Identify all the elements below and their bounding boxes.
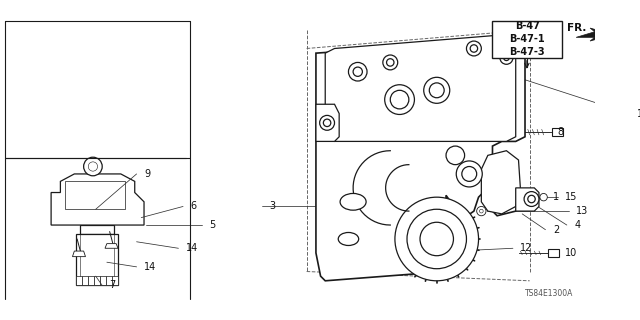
Text: 9: 9	[144, 169, 150, 179]
Text: 15: 15	[565, 192, 577, 202]
Circle shape	[540, 194, 547, 201]
Bar	[94, 276, 100, 285]
Text: 7: 7	[109, 280, 116, 291]
Circle shape	[528, 195, 535, 203]
Circle shape	[479, 209, 483, 213]
Circle shape	[420, 222, 454, 256]
Bar	[106, 276, 111, 285]
Polygon shape	[325, 35, 516, 141]
Circle shape	[319, 116, 335, 130]
Text: TS84E1300A: TS84E1300A	[525, 289, 573, 298]
Text: 2: 2	[553, 225, 559, 235]
Ellipse shape	[340, 194, 366, 210]
Polygon shape	[481, 151, 520, 214]
Text: 11: 11	[637, 108, 640, 118]
Circle shape	[390, 90, 409, 109]
Bar	[65, 181, 125, 209]
Text: 4: 4	[574, 220, 580, 230]
Polygon shape	[72, 251, 86, 257]
Polygon shape	[105, 244, 118, 248]
Polygon shape	[78, 206, 87, 215]
Text: 3: 3	[269, 202, 276, 212]
Text: 5: 5	[209, 220, 215, 230]
Bar	[76, 234, 118, 285]
Text: 10: 10	[565, 248, 577, 258]
Bar	[493, 20, 562, 58]
Circle shape	[504, 55, 509, 60]
Text: FR.: FR.	[567, 23, 586, 33]
Text: 6: 6	[191, 202, 196, 212]
Text: B-47
B-47-1
B-47-3: B-47 B-47-1 B-47-3	[509, 21, 545, 57]
Text: 14: 14	[186, 243, 198, 253]
Bar	[82, 276, 88, 285]
Circle shape	[500, 51, 513, 64]
Circle shape	[348, 62, 367, 81]
Circle shape	[323, 119, 331, 126]
Circle shape	[385, 85, 415, 115]
Bar	[112, 276, 118, 285]
Circle shape	[467, 41, 481, 56]
Circle shape	[462, 166, 477, 181]
Circle shape	[84, 157, 102, 176]
Text: 13: 13	[576, 206, 588, 216]
Bar	[76, 276, 82, 285]
Polygon shape	[516, 188, 539, 211]
Circle shape	[383, 55, 397, 70]
Polygon shape	[76, 204, 84, 212]
Polygon shape	[316, 39, 525, 281]
Bar	[100, 276, 106, 285]
Circle shape	[456, 161, 483, 187]
Circle shape	[88, 162, 97, 171]
Bar	[88, 276, 93, 285]
Polygon shape	[576, 28, 613, 41]
Text: 14: 14	[144, 262, 156, 272]
Circle shape	[353, 67, 362, 76]
Circle shape	[477, 206, 486, 216]
Polygon shape	[552, 128, 563, 136]
Circle shape	[524, 192, 539, 206]
Polygon shape	[316, 104, 339, 141]
Circle shape	[424, 77, 450, 103]
Text: 12: 12	[520, 243, 532, 253]
Polygon shape	[548, 249, 559, 257]
Bar	[80, 225, 115, 234]
Polygon shape	[51, 174, 144, 225]
Circle shape	[387, 59, 394, 66]
Circle shape	[395, 197, 479, 281]
Circle shape	[407, 209, 467, 269]
Circle shape	[446, 146, 465, 165]
Text: 1: 1	[553, 192, 559, 202]
Ellipse shape	[338, 232, 358, 245]
Text: 8: 8	[557, 127, 564, 137]
Circle shape	[429, 83, 444, 98]
Circle shape	[470, 45, 477, 52]
